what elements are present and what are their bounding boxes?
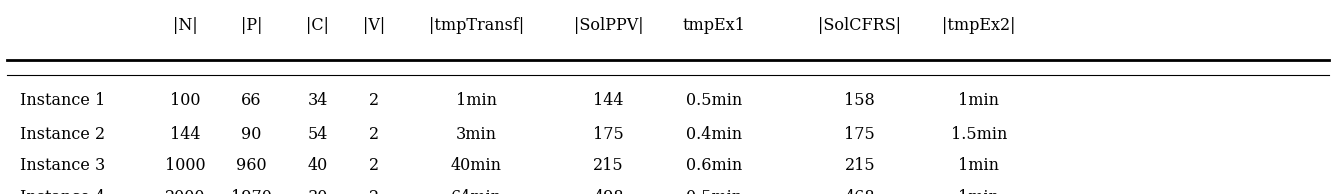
Text: tmpEx1: tmpEx1: [683, 17, 745, 34]
Text: Instance 3: Instance 3: [20, 157, 106, 174]
Text: 40min: 40min: [450, 157, 502, 174]
Text: 0.5min: 0.5min: [687, 92, 743, 109]
Text: 0.6min: 0.6min: [687, 157, 743, 174]
Text: 2000: 2000: [164, 189, 206, 194]
Text: 1min: 1min: [958, 157, 999, 174]
Text: 0.4min: 0.4min: [687, 126, 743, 143]
Text: Instance 1: Instance 1: [20, 92, 106, 109]
Text: 30: 30: [307, 189, 327, 194]
Text: |V|: |V|: [363, 17, 386, 34]
Text: |N|: |N|: [172, 17, 198, 34]
Text: |SolCFRS|: |SolCFRS|: [818, 17, 902, 34]
Text: |SolPPV|: |SolPPV|: [573, 17, 644, 34]
Text: 64min: 64min: [450, 189, 502, 194]
Text: 2: 2: [369, 189, 379, 194]
Text: 498: 498: [593, 189, 624, 194]
Text: 215: 215: [844, 157, 875, 174]
Text: 1000: 1000: [164, 157, 206, 174]
Text: 66: 66: [240, 92, 262, 109]
Text: 960: 960: [236, 157, 267, 174]
Text: 2: 2: [369, 92, 379, 109]
Text: 1min: 1min: [958, 189, 999, 194]
Text: Instance 2: Instance 2: [20, 126, 106, 143]
Text: 2: 2: [369, 157, 379, 174]
Text: 158: 158: [844, 92, 875, 109]
Text: |tmpEx2|: |tmpEx2|: [942, 17, 1015, 34]
Text: 468: 468: [844, 189, 875, 194]
Text: 144: 144: [170, 126, 200, 143]
Text: 215: 215: [593, 157, 624, 174]
Text: 34: 34: [307, 92, 327, 109]
Text: |tmpTransf|: |tmpTransf|: [429, 17, 524, 34]
Text: 0.5min: 0.5min: [687, 189, 743, 194]
Text: 40: 40: [307, 157, 327, 174]
Text: 1970: 1970: [231, 189, 271, 194]
Text: 90: 90: [242, 126, 262, 143]
Text: 144: 144: [593, 92, 624, 109]
Text: Instance 4: Instance 4: [20, 189, 106, 194]
Text: 3min: 3min: [456, 126, 497, 143]
Text: 1min: 1min: [958, 92, 999, 109]
Text: 2: 2: [369, 126, 379, 143]
Text: |C|: |C|: [306, 17, 329, 34]
Text: 100: 100: [170, 92, 200, 109]
Text: 54: 54: [307, 126, 327, 143]
Text: 1.5min: 1.5min: [951, 126, 1007, 143]
Text: |P|: |P|: [240, 17, 262, 34]
Text: 1min: 1min: [456, 92, 497, 109]
Text: 175: 175: [593, 126, 624, 143]
Text: 175: 175: [844, 126, 875, 143]
